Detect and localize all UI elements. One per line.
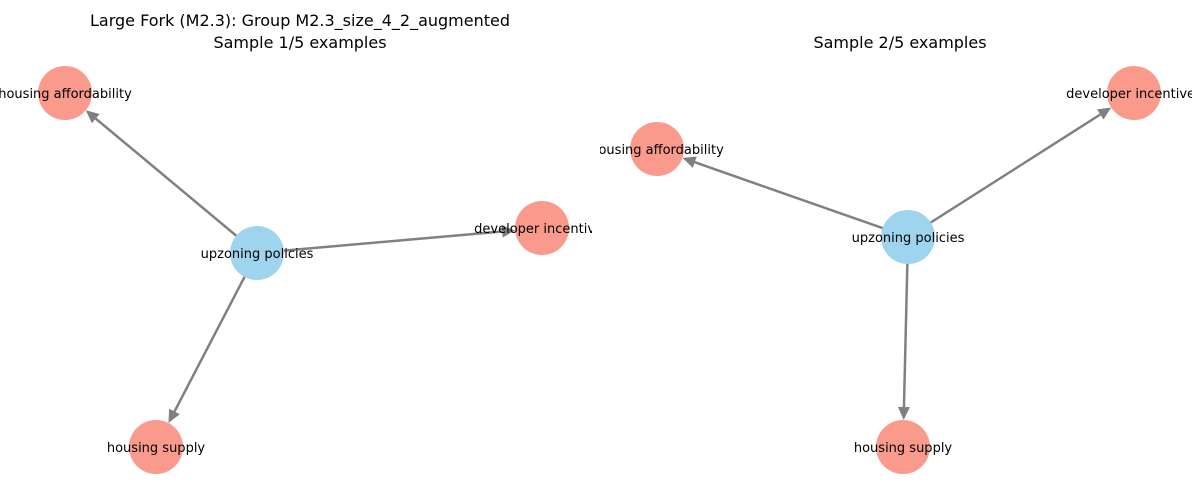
node-label-supply: housing supply bbox=[854, 441, 953, 456]
node-label-supply: housing supply bbox=[107, 441, 206, 456]
node-label-upzoning: upzoning policies bbox=[201, 247, 314, 262]
title-line-2: Sample 1/5 examples bbox=[213, 33, 387, 52]
node-label-afford: housing affordability bbox=[0, 87, 132, 102]
node-afford bbox=[630, 122, 684, 176]
panel-title: Large Fork (M2.3): Group M2.3_size_4_2_a… bbox=[0, 10, 600, 54]
edge-upzoning-afford bbox=[694, 161, 909, 239]
graph-panel-2: Sample 2/5 examples upzoning policies hou… bbox=[600, 0, 1200, 500]
title-line-1: Large Fork (M2.3): Group M2.3_size_4_2_a… bbox=[89, 11, 511, 30]
edge-upzoning-dev bbox=[907, 113, 1101, 239]
edge-arrowhead bbox=[168, 408, 180, 424]
title-line-2: Sample 2/5 examples bbox=[813, 33, 987, 52]
edge-upzoning-dev bbox=[256, 230, 503, 255]
panel-title: Sample 2/5 examples bbox=[600, 10, 1200, 54]
node-label-dev: developer incentives bbox=[1066, 87, 1200, 102]
edge-upzoning-supply bbox=[902, 236, 910, 408]
node-supply bbox=[876, 420, 930, 474]
node-upzoning bbox=[230, 226, 284, 280]
edge-arrowhead bbox=[85, 110, 100, 124]
edge-upzoning-afford bbox=[94, 117, 258, 254]
node-label-dev: developer incentives bbox=[474, 222, 600, 237]
edge-arrowhead bbox=[1097, 107, 1112, 120]
node-label-afford: housing affordability bbox=[600, 143, 724, 158]
graph-panel-1: Large Fork (M2.3): Group M2.3_size_4_2_a… bbox=[0, 10, 600, 474]
node-dev bbox=[1107, 66, 1161, 120]
edge-upzoning-supply bbox=[173, 252, 259, 413]
edge-arrowhead bbox=[897, 406, 910, 421]
edge-arrowhead bbox=[501, 225, 516, 238]
node-label-upzoning: upzoning policies bbox=[852, 231, 965, 246]
node-supply bbox=[129, 420, 183, 474]
node-upzoning bbox=[881, 210, 935, 264]
edge-arrowhead bbox=[682, 156, 697, 168]
graph-canvas: upzoning policies housing affordability de… bbox=[600, 66, 1200, 474]
node-dev bbox=[515, 201, 569, 255]
graph-canvas: upzoning policies housing affordability de… bbox=[0, 66, 600, 474]
node-afford bbox=[38, 66, 92, 120]
